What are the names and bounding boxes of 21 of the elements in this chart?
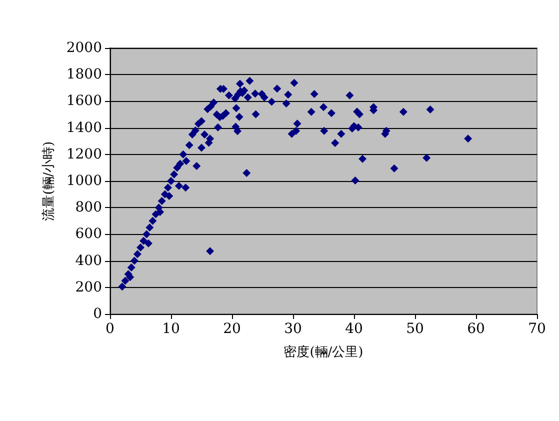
x-axis-title: 密度(輛/公里) xyxy=(284,344,364,360)
y-tick-label: 1600 xyxy=(66,93,102,110)
x-tick-label: 10 xyxy=(162,321,180,337)
y-tick-label: 1400 xyxy=(66,120,102,136)
y-tick-label: 1000 xyxy=(66,173,102,189)
x-tick-label: 30 xyxy=(284,321,302,337)
x-tick-label: 70 xyxy=(528,321,546,337)
y-tick-label: 800 xyxy=(75,200,102,216)
y-tick-label: 2000 xyxy=(66,40,102,56)
y-tick-label: 1800 xyxy=(66,66,102,83)
x-tick-label: 0 xyxy=(106,321,114,337)
y-tick-label: 600 xyxy=(75,226,102,242)
y-tick-label: 400 xyxy=(75,252,102,269)
y-tick-label: 0 xyxy=(93,306,102,322)
x-tick-label: 60 xyxy=(467,321,485,337)
x-tick-label: 50 xyxy=(406,321,424,337)
y-axis-title: 流量(輛/小時) xyxy=(40,141,56,221)
x-tick-label: 40 xyxy=(345,321,363,337)
x-tick-label: 20 xyxy=(223,321,241,337)
y-tick-label: 1200 xyxy=(66,146,102,162)
y-tick-label: 200 xyxy=(75,279,102,296)
